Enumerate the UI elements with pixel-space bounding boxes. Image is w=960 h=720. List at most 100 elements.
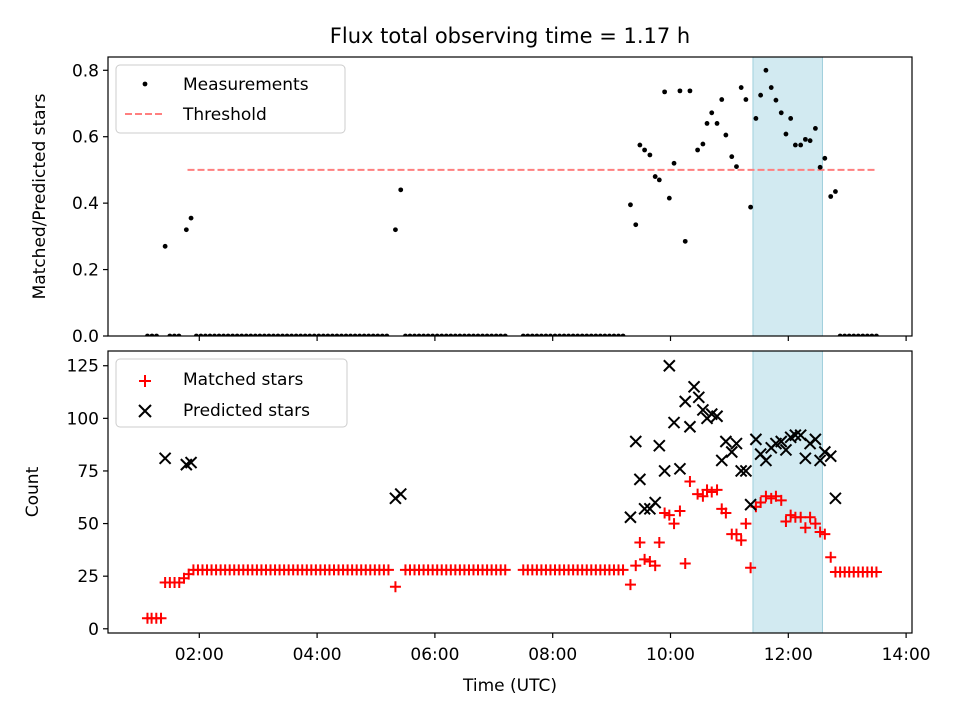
count-x-axis: 02:00 04:00 06:00 08:00 10:00 12:00 14:00 <box>175 633 931 665</box>
measurement-point <box>719 97 725 102</box>
matched-point <box>692 488 704 500</box>
predicted-point <box>710 410 724 423</box>
predicted-point <box>730 437 743 450</box>
y-tick-label: 125 <box>67 357 99 377</box>
legend-measurements-label: Measurements <box>183 75 309 95</box>
y-tick-label: 75 <box>77 462 99 482</box>
count-y-axis: 0 25 50 75 100 125 <box>67 357 108 640</box>
predicted-point <box>673 462 687 476</box>
matched-point <box>795 511 807 523</box>
measurement-point <box>188 215 194 221</box>
ratio-x-axis-ticks <box>198 336 907 341</box>
measurement-point <box>700 141 706 147</box>
measurement-point <box>671 160 677 166</box>
ratio-panel-frame <box>107 56 913 337</box>
y-tick-label: 0.6 <box>72 128 99 148</box>
measurement-point <box>807 138 813 144</box>
ratio-legend-frame <box>115 64 346 134</box>
measurement-point <box>758 92 764 98</box>
measurement-point <box>714 121 720 126</box>
measurement-point <box>798 142 804 148</box>
predicted-point <box>829 492 842 505</box>
chart-title: Flux total observing time = 1.17 h <box>330 24 690 48</box>
measurement-point <box>729 154 735 160</box>
y-tick-label: 0.0 <box>72 327 99 347</box>
matched-point <box>389 581 401 593</box>
matched-point <box>775 494 787 506</box>
measurement-point <box>743 97 749 102</box>
measurement-point <box>788 116 794 121</box>
x-tick-label: 08:00 <box>528 645 577 665</box>
count-panel-frame <box>107 350 913 634</box>
matched-point <box>697 490 709 502</box>
matched-point <box>663 509 675 521</box>
predicted-point <box>653 439 666 452</box>
predicted-point <box>624 511 637 524</box>
measurement-point <box>783 131 789 137</box>
ratio-legend: Measurements Threshold <box>115 64 346 134</box>
measurement-point <box>773 97 779 103</box>
predicted-point <box>818 445 832 459</box>
matched-point <box>804 511 816 523</box>
matched-point <box>730 528 742 540</box>
x-tick-label: 02:00 <box>175 645 224 665</box>
matched-point <box>668 518 680 530</box>
predicted-point <box>749 433 763 446</box>
matched-point <box>760 490 772 502</box>
matched-point <box>765 492 777 504</box>
matched-point <box>809 518 821 530</box>
legend-matched-label: Matched stars <box>183 370 303 390</box>
measurement-point <box>738 85 744 90</box>
y-tick-label: 0 <box>88 620 99 640</box>
predicted-point <box>734 464 748 478</box>
predicted-point <box>683 420 697 433</box>
measurement-point <box>768 85 774 90</box>
predicted-point <box>775 435 788 448</box>
predicted-point <box>184 456 198 469</box>
measurement-point <box>753 116 759 121</box>
matched-point <box>870 566 882 578</box>
measurement-point <box>647 152 653 158</box>
measurement-point <box>652 174 658 179</box>
count-plot-area <box>141 359 882 624</box>
measurement-point <box>802 136 808 142</box>
matched-point <box>780 515 792 527</box>
matched-point <box>382 564 394 576</box>
measurement-point <box>763 67 769 73</box>
matched-point <box>653 537 665 549</box>
predicted-point <box>394 487 407 501</box>
x-tick-label: 14:00 <box>882 645 931 665</box>
predicted-point <box>667 416 681 429</box>
measurement-point <box>828 194 834 199</box>
measurement-point <box>633 222 639 228</box>
predicted-points <box>158 359 842 524</box>
y-tick-label: 50 <box>77 515 99 535</box>
x-tick-label: 12:00 <box>764 645 813 665</box>
matched-point <box>679 558 691 570</box>
matched-point <box>740 518 752 530</box>
matched-point <box>684 475 696 487</box>
measurement-point <box>682 238 688 244</box>
measurement-point <box>656 177 662 183</box>
x-tick-label: 06:00 <box>410 645 459 665</box>
predicted-point <box>696 403 710 417</box>
predicted-point <box>824 450 837 463</box>
matched-point <box>649 560 661 572</box>
ratio-y-axis: 0.0 0.2 0.4 0.6 0.8 <box>72 61 108 347</box>
predicted-point <box>648 496 662 509</box>
ratio-y-axis-label: Matched/Predicted stars <box>30 93 50 299</box>
measurement-point <box>677 88 683 94</box>
measurement-point <box>666 195 672 201</box>
legend-measurements-marker <box>142 81 148 87</box>
matched-point <box>814 526 826 538</box>
measurement-point <box>162 243 168 249</box>
measurement-point <box>695 147 700 153</box>
measurement-point <box>778 110 784 116</box>
y-tick-label: 0.2 <box>72 261 99 281</box>
matched-point <box>617 564 629 576</box>
y-tick-label: 25 <box>77 567 99 587</box>
measurement-point <box>687 88 693 94</box>
legend-matched-marker <box>139 375 151 387</box>
measurement-point <box>723 132 729 138</box>
matched-point <box>755 497 767 509</box>
